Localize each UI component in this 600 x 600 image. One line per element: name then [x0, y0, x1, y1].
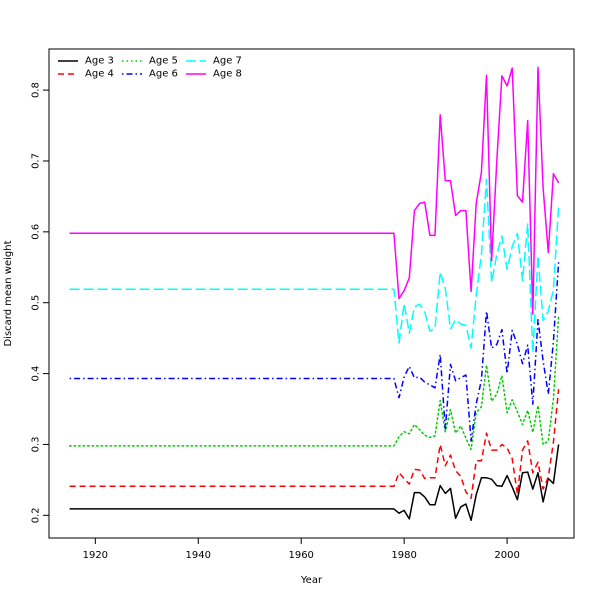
y-axis-label: Discard mean weight: [3, 240, 14, 346]
y-tick-label: 0.2: [31, 507, 42, 523]
x-tick-label: 2000: [494, 550, 519, 561]
legend-label: Age 5: [149, 56, 178, 67]
x-tick-label: 1920: [83, 550, 108, 561]
legend: Age 3 Age 4 Age 5 Age 6 Age 7 Age 8: [58, 56, 242, 80]
y-tick-label: 0.3: [31, 436, 42, 452]
x-axis: 1920 1940 1960 1980 2000: [83, 538, 520, 561]
series-line-age-5: [68, 316, 560, 451]
legend-label: Age 8: [213, 69, 242, 80]
legend-label: Age 7: [213, 56, 242, 67]
x-tick-label: 1960: [288, 550, 313, 561]
y-axis: 0.2 0.3 0.4 0.5 0.6 0.7 0.8: [31, 82, 49, 523]
series-line-age-3: [69, 444, 560, 522]
series-line-age-6: [69, 262, 560, 442]
y-tick-label: 0.4: [31, 366, 42, 382]
y-tick-label: 0.5: [31, 295, 42, 311]
series-layer: [68, 66, 560, 522]
x-tick-label: 1980: [391, 550, 416, 561]
x-axis-label: Year: [300, 575, 323, 586]
plot-frame: [48, 48, 575, 539]
y-tick-label: 0.8: [31, 82, 42, 98]
x-tick-label: 1940: [186, 550, 211, 561]
legend-label: Age 4: [85, 69, 114, 80]
legend-label: Age 3: [85, 56, 114, 67]
series-line-age-8: [69, 66, 560, 315]
series-line-age-4: [69, 389, 560, 500]
legend-label: Age 6: [149, 69, 178, 80]
y-tick-label: 0.7: [31, 153, 42, 169]
y-tick-label: 0.6: [31, 224, 42, 240]
series-line-age-7: [69, 178, 560, 354]
